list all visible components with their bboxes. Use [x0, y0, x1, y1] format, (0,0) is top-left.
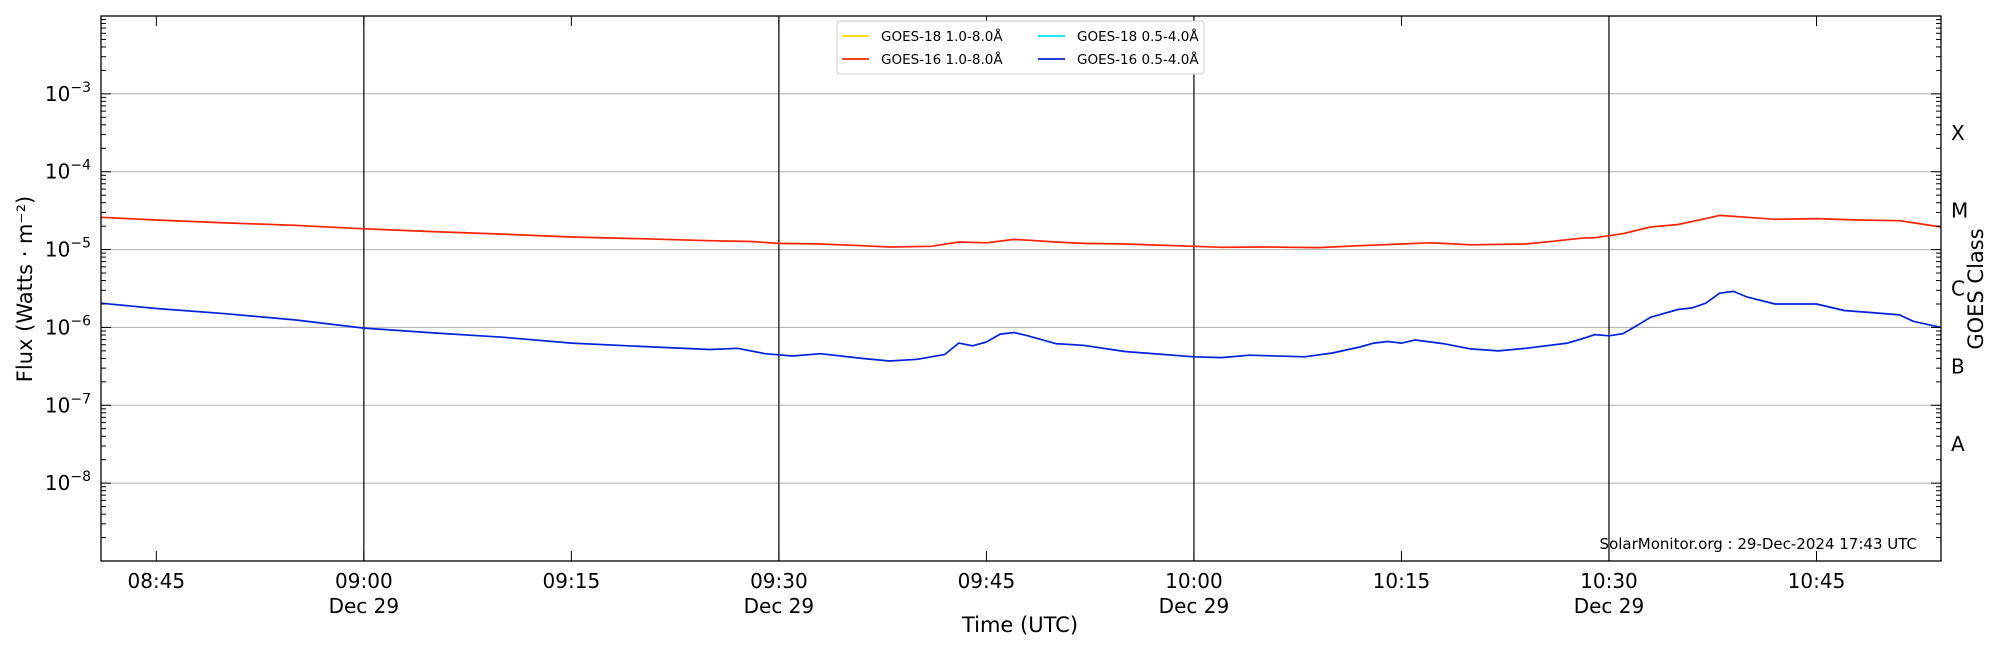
goes-class-axis-title: GOES Class — [1964, 228, 1988, 349]
x-tick-label: 09:15 — [543, 569, 601, 593]
goes-class-label: X — [1951, 121, 1965, 145]
goes-class-label: A — [1951, 432, 1965, 456]
x-tick-label: 09:00 — [335, 569, 393, 593]
credit-annotation: SolarMonitor.org : 29-Dec-2024 17:43 UTC — [1600, 535, 1917, 553]
grid-layer — [101, 16, 1941, 561]
legend-box — [836, 20, 1205, 75]
series-line — [100, 290, 1942, 362]
goes-class-label: C — [1951, 277, 1965, 301]
legend-label: GOES-18 0.5-4.0Å — [1077, 28, 1199, 45]
x-tick-label: 10:45 — [1788, 569, 1846, 593]
series-line — [100, 214, 1942, 249]
x-tick-date-label: Dec 29 — [1159, 594, 1230, 618]
legend-label: GOES-18 1.0-8.0Å — [881, 28, 1003, 45]
x-axis-title: Time (UTC) — [961, 613, 1078, 637]
goes-class-label: B — [1951, 354, 1965, 378]
x-tick-date-label: Dec 29 — [744, 594, 815, 618]
plot-frame — [100, 15, 1942, 562]
series-layer — [100, 214, 1942, 362]
legend-label: GOES-16 0.5-4.0Å — [1077, 51, 1199, 68]
y-axis-title: Flux (Watts · m⁻²) — [13, 196, 37, 382]
goes-class-label: M — [1951, 199, 1968, 223]
legend: GOES-18 1.0-8.0Å GOES-18 0.5-4.0Å GOES-16 … — [836, 20, 1205, 75]
x-tick-label: 09:30 — [750, 569, 808, 593]
x-tick-label: 10:15 — [1373, 569, 1431, 593]
y-tick-label: 10−4 — [45, 158, 91, 184]
x-tick-date-label: Dec 29 — [1574, 594, 1645, 618]
x-tick-label: 09:45 — [958, 569, 1016, 593]
x-tick-label: 10:30 — [1580, 569, 1638, 593]
x-tick-date-label: Dec 29 — [329, 594, 400, 618]
y-tick-label: 10−8 — [45, 469, 91, 495]
x-tick-label: 10:00 — [1165, 569, 1223, 593]
legend-label: GOES-16 1.0-8.0Å — [881, 51, 1003, 68]
x-tick-label: 08:45 — [128, 569, 186, 593]
y-tick-label: 10−3 — [45, 80, 91, 106]
